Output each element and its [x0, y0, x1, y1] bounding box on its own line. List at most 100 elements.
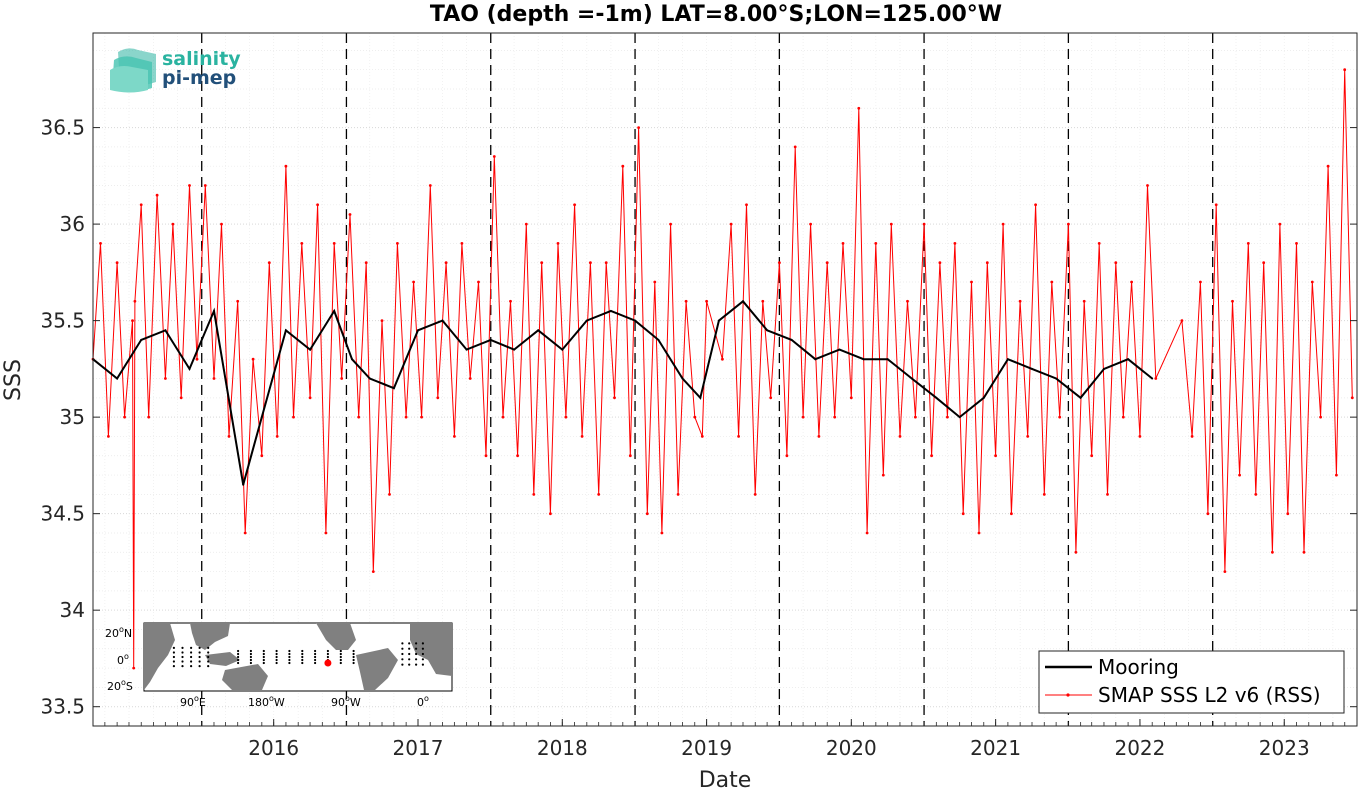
data-point-smap [922, 222, 926, 226]
data-point-smap [316, 203, 319, 207]
data-point-smap [139, 203, 143, 207]
data-point-smap [524, 222, 528, 226]
inset-lat-label-south: 20oS [107, 678, 133, 693]
inset-mooring-dot [421, 642, 424, 645]
data-point-smap [1214, 203, 1218, 207]
data-point-mooring [766, 329, 769, 332]
data-point-smap [267, 261, 271, 265]
data-point-smap [930, 454, 933, 458]
data-point-mooring [489, 338, 492, 341]
data-point-mooring [561, 348, 564, 351]
inset-mooring-dot [262, 655, 265, 659]
data-point-smap [404, 415, 408, 419]
data-point-smap [171, 222, 175, 226]
inset-land-south-america [356, 648, 398, 690]
x-tick-label: 2022 [1114, 736, 1165, 760]
legend-smap-marker [1066, 693, 1070, 697]
salinity-pi-mep-logo: salinity pi-mep [110, 48, 241, 93]
inset-lat-label-north: 20oN [105, 625, 132, 640]
data-point-smap [737, 435, 740, 438]
inset-lon-label-90e: 90oE [180, 694, 206, 709]
inset-mooring-dot [401, 663, 404, 666]
inset-mooring-dot [249, 658, 252, 662]
data-point-smap [809, 222, 812, 226]
data-point-smap [761, 299, 765, 303]
data-point-smap [597, 493, 601, 496]
inset-mooring-dot [421, 647, 424, 650]
data-point-smap [1018, 299, 1022, 303]
data-point-smap [133, 299, 137, 303]
data-point-smap [1058, 415, 1062, 419]
data-point-smap [251, 357, 255, 361]
x-tick-label: 2018 [537, 736, 588, 760]
data-point-mooring [441, 319, 444, 322]
data-point-mooring [1103, 367, 1105, 370]
x-tick-label: 2017 [393, 736, 444, 760]
data-point-mooring [634, 319, 637, 322]
data-point-smap [1010, 512, 1013, 516]
data-point-smap [1034, 203, 1037, 207]
data-point-mooring [742, 300, 744, 303]
inset-mooring-dot [421, 663, 424, 666]
data-point-smap [889, 222, 893, 226]
inset-land-africa [144, 623, 175, 690]
data-point-smap [1050, 280, 1054, 284]
data-point-smap [396, 242, 399, 245]
data-point-smap [509, 299, 512, 303]
inset-mooring-dot [237, 655, 240, 659]
inset-mooring-dots [172, 642, 424, 668]
data-point-smap [669, 222, 672, 226]
data-point-smap [1154, 377, 1158, 380]
data-point-smap [444, 261, 448, 265]
data-point-smap [1106, 493, 1109, 496]
data-point-smap [801, 415, 805, 419]
data-point-smap [874, 242, 878, 245]
data-point-mooring [465, 348, 468, 351]
y-tick-label: 35 [60, 405, 85, 429]
inset-mooring-dot [172, 651, 175, 654]
inset-mooring-dot [207, 655, 210, 659]
logo-text-salinity: salinity [162, 48, 241, 70]
data-point-smap [621, 164, 625, 168]
data-point-mooring [333, 310, 336, 312]
data-point-smap [970, 280, 973, 284]
data-point-smap [1138, 435, 1142, 438]
data-point-smap [227, 435, 231, 438]
x-tick-label: 2019 [681, 736, 732, 760]
chart-title: TAO (depth =-1m) LAT=8.00°S;LON=125.00°W [430, 2, 1002, 27]
inset-lon-label-180w: 180oW [248, 694, 285, 709]
inset-mooring-dot [352, 649, 355, 653]
data-point-smap [1199, 280, 1202, 284]
inset-mooring-dot [237, 649, 240, 653]
inset-mooring-dot [314, 658, 317, 662]
data-point-smap [1343, 68, 1347, 72]
data-point-smap [1238, 473, 1241, 477]
data-point-smap [849, 396, 853, 400]
inset-mooring-dot [408, 658, 411, 661]
data-point-mooring [609, 310, 612, 312]
inset-mooring-dot [415, 647, 418, 650]
data-point-smap [236, 299, 240, 303]
data-point-smap [785, 454, 789, 458]
data-point-smap [946, 415, 949, 419]
data-point-mooring [1055, 377, 1058, 380]
data-point-smap [1335, 473, 1338, 477]
data-point-smap [1326, 164, 1330, 168]
data-point-mooring [392, 387, 395, 390]
inset-mooring-dot [172, 655, 175, 659]
inset-mooring-dot [237, 652, 240, 656]
inset-mooring-dot [314, 661, 317, 665]
data-point-mooring [585, 319, 588, 322]
data-point-smap [906, 299, 909, 303]
inset-mooring-dot [172, 665, 175, 668]
inset-mooring-dot [190, 665, 193, 668]
inset-mooring-dot [408, 647, 411, 650]
inset-mooring-dot [301, 655, 304, 659]
data-point-smap [1114, 261, 1118, 265]
data-point-smap [155, 193, 159, 197]
inset-mooring-dot [190, 651, 193, 654]
data-point-smap [817, 435, 821, 438]
data-point-smap [115, 261, 119, 265]
x-tick-label: 2021 [970, 736, 1021, 760]
